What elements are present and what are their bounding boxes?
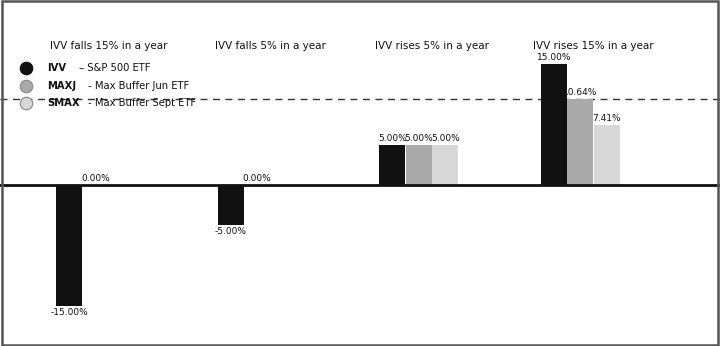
- Text: 7.41%: 7.41%: [593, 114, 621, 123]
- Bar: [379, 145, 405, 185]
- Text: 5.00%: 5.00%: [431, 134, 459, 143]
- Text: - Max Buffer Sept ETF: - Max Buffer Sept ETF: [85, 99, 197, 108]
- Text: 0.00%: 0.00%: [243, 174, 271, 183]
- Bar: [217, 185, 243, 225]
- Text: 10.64%: 10.64%: [563, 88, 598, 97]
- Text: 15.00%: 15.00%: [536, 53, 571, 62]
- Text: IVV rises 15% in a year: IVV rises 15% in a year: [534, 42, 654, 52]
- Text: – S&P 500 ETF: – S&P 500 ETF: [76, 63, 150, 73]
- Text: Hypothetical annual scenario: Hypothetical annual scenario: [9, 15, 260, 29]
- Text: IVV: IVV: [47, 63, 66, 73]
- Text: SMAX: SMAX: [47, 99, 80, 108]
- Bar: [541, 64, 567, 185]
- Text: IVV rises 5% in a year: IVV rises 5% in a year: [375, 42, 489, 52]
- Text: MAXJ: MAXJ: [47, 81, 76, 91]
- Text: -5.00%: -5.00%: [215, 227, 247, 236]
- Text: - Max Buffer Jun ETF: - Max Buffer Jun ETF: [85, 81, 189, 91]
- Text: 5.00%: 5.00%: [378, 134, 407, 143]
- Bar: [406, 145, 432, 185]
- Text: 0.00%: 0.00%: [81, 174, 110, 183]
- Text: IVV falls 5% in a year: IVV falls 5% in a year: [215, 42, 326, 52]
- Text: -15.00%: -15.00%: [50, 308, 88, 317]
- Bar: [594, 125, 620, 185]
- Bar: [432, 145, 458, 185]
- Bar: [56, 185, 82, 306]
- Text: 5.00%: 5.00%: [405, 134, 433, 143]
- Text: IVV falls 15% in a year: IVV falls 15% in a year: [50, 42, 168, 52]
- Bar: [567, 99, 593, 185]
